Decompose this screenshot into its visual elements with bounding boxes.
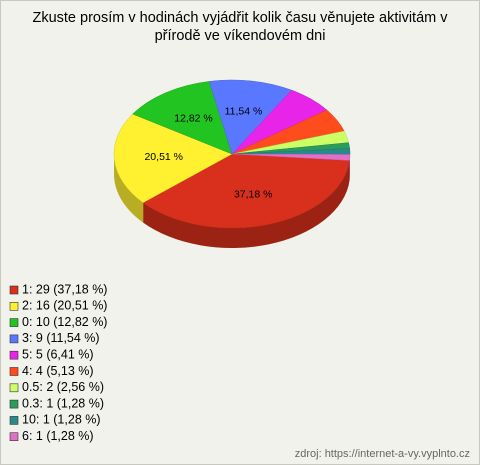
legend-swatch [9, 383, 19, 393]
legend-swatch [9, 350, 19, 360]
legend-label: 2: 16 (20,51 %) [22, 299, 107, 313]
legend-label: 10: 1 (1,28 %) [22, 413, 101, 427]
legend-label: 4: 4 (5,13 %) [22, 364, 94, 378]
legend-swatch [9, 416, 19, 425]
slice [208, 79, 293, 155]
chart-title: Zkuste prosím v hodinách vyjádřit kolik … [32, 10, 448, 44]
legend-label: 1: 29 (37,18 %) [22, 282, 107, 296]
source: zdroj: https://internet-a-vy.vyplnto.cz [295, 448, 470, 460]
legend-swatch [9, 318, 19, 327]
legend-swatch [9, 399, 19, 409]
data-label: 20,51 % [144, 151, 183, 163]
legend-label: 0.5: 2 (2,56 %) [22, 380, 104, 394]
legend-swatch [9, 334, 19, 344]
slice-side [114, 154, 144, 223]
slice [231, 153, 351, 161]
data-label: 11,54 % [225, 105, 263, 117]
data-label: 12,82 % [174, 112, 213, 124]
legend-swatch [9, 285, 19, 295]
slice [113, 113, 233, 203]
legend-swatch [9, 301, 19, 311]
slice [132, 81, 233, 155]
legend-label: 5: 5 (6,41 %) [22, 347, 94, 361]
legend-label: 0.3: 1 (1,28 %) [22, 396, 104, 410]
legend-label: 3: 9 (11,54 %) [22, 331, 100, 345]
data-label: 37,18 % [234, 189, 273, 201]
legend-swatch [9, 432, 19, 442]
slice [142, 153, 350, 229]
slice-side [143, 160, 350, 248]
legend-label: 6: 1 (1,28 %) [22, 429, 94, 443]
legend-swatch [9, 367, 19, 376]
legend-label: 0: 10 (12,82 %) [22, 315, 107, 329]
